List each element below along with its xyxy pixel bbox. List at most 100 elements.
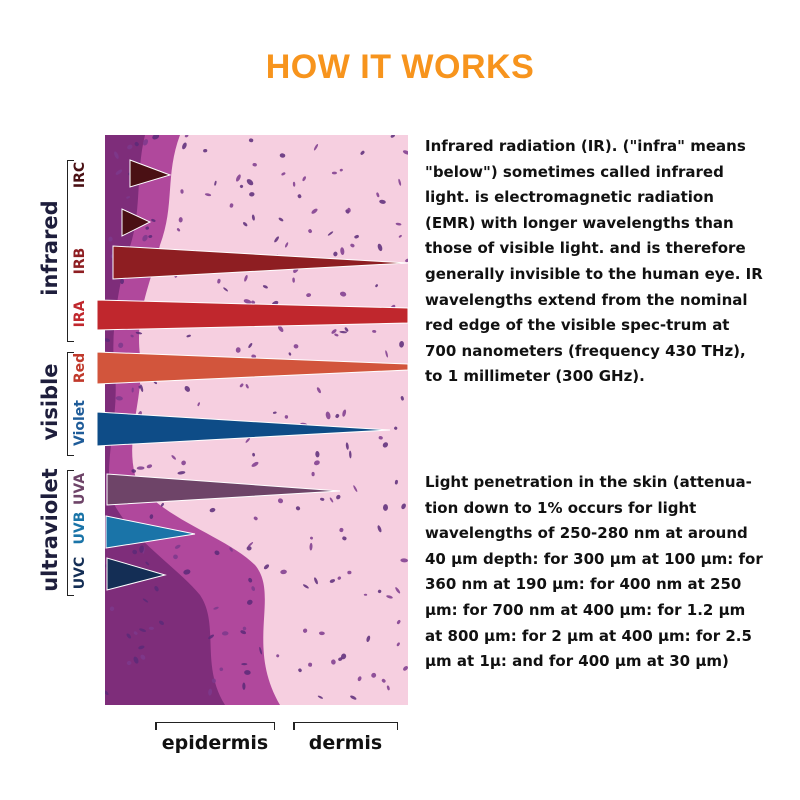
cell-nucleus (386, 595, 393, 599)
cell-nucleus (251, 461, 259, 467)
cell-nucleus (217, 278, 221, 284)
cell-nucleus (148, 626, 154, 630)
skin-tissue-image (105, 135, 408, 705)
cell-nucleus (126, 196, 130, 199)
cell-nucleus (241, 663, 248, 666)
cell-nucleus (197, 402, 200, 407)
group-label-infrared: infrared (38, 200, 62, 296)
cell-nucleus (105, 338, 111, 342)
cell-nucleus (263, 564, 270, 570)
cell-nucleus (248, 343, 253, 348)
cell-nucleus (245, 384, 249, 389)
infrared-bracket (67, 160, 74, 342)
cell-nucleus (398, 234, 402, 238)
band-label-ira: IRA (72, 300, 88, 328)
cell-nucleus (131, 387, 134, 393)
cell-nucleus (280, 569, 287, 575)
cell-nucleus (186, 334, 191, 338)
cell-nucleus (139, 628, 147, 632)
cell-nucleus (209, 507, 216, 513)
cell-nucleus (248, 577, 253, 583)
cell-nucleus (347, 570, 352, 575)
cell-nucleus (115, 169, 123, 175)
group-label-visible: visible (38, 363, 62, 441)
cell-nucleus (310, 536, 313, 540)
cell-nucleus (182, 142, 187, 150)
cell-nucleus (211, 678, 216, 684)
band-label-irc: IRC (72, 161, 88, 189)
cell-nucleus (223, 287, 228, 292)
cell-nucleus (331, 171, 337, 175)
cell-nucleus (375, 284, 378, 288)
dermis-label: dermis (308, 732, 383, 754)
cell-nucleus (242, 682, 246, 690)
cell-nucleus (239, 184, 244, 188)
cell-nucleus (105, 690, 109, 696)
cell-nucleus (151, 218, 156, 222)
cell-nucleus (229, 547, 233, 552)
cell-nucleus (394, 479, 398, 485)
cell-nucleus (173, 554, 178, 560)
cell-nucleus (229, 203, 234, 208)
cell-nucleus (390, 135, 395, 138)
cell-nucleus (203, 148, 208, 153)
cell-nucleus (181, 460, 186, 466)
cell-nucleus (184, 385, 191, 392)
cell-nucleus (183, 569, 191, 575)
visible-bracket (67, 352, 74, 456)
cell-nucleus (152, 135, 160, 140)
cell-nucleus (247, 542, 254, 547)
cell-nucleus (298, 668, 302, 673)
cell-nucleus (339, 168, 343, 172)
cell-nucleus (313, 143, 319, 151)
cell-nucleus (402, 150, 408, 155)
cell-nucleus (302, 628, 308, 633)
cell-nucleus (132, 549, 138, 555)
cell-nucleus (339, 527, 344, 533)
cell-nucleus (399, 341, 405, 348)
cell-nucleus (395, 222, 402, 226)
cell-nucleus (146, 464, 153, 469)
cell-nucleus (313, 460, 320, 466)
cell-nucleus (208, 688, 213, 696)
cell-nucleus (331, 659, 336, 665)
cell-nucleus (338, 657, 343, 661)
cell-nucleus (184, 135, 189, 138)
cell-nucleus (295, 506, 301, 511)
cell-nucleus (246, 179, 254, 186)
cell-nucleus (134, 142, 139, 147)
cell-nucleus (251, 214, 255, 221)
cell-nucleus (339, 330, 347, 334)
cell-nucleus (140, 654, 146, 660)
cell-nucleus (252, 452, 256, 457)
cell-nucleus (381, 678, 386, 683)
cell-nucleus (342, 536, 347, 541)
band-label-uvc: UVC (72, 556, 88, 590)
cell-nucleus (114, 151, 119, 159)
cell-nucleus (138, 645, 145, 650)
cell-nucleus (213, 606, 219, 610)
cell-nucleus (297, 194, 302, 199)
band-label-irb: IRB (72, 247, 88, 275)
cell-nucleus (377, 589, 382, 594)
cell-nucleus (308, 229, 312, 234)
cell-nucleus (131, 469, 136, 473)
cell-nucleus (138, 385, 141, 389)
cell-nucleus (130, 334, 134, 338)
cell-nucleus (347, 207, 351, 213)
cell-nucleus (395, 587, 401, 594)
cell-nucleus (242, 626, 247, 631)
cell-nucleus (262, 285, 268, 289)
cell-nucleus (246, 599, 253, 605)
ultraviolet-bracket (67, 470, 74, 596)
cell-nucleus (276, 654, 280, 658)
cell-nucleus (120, 278, 125, 285)
cell-nucleus (315, 451, 320, 458)
penetration-description: Light penetration in the skin (attenua-t… (425, 473, 763, 671)
cell-nucleus (274, 236, 280, 243)
cell-nucleus (278, 217, 284, 222)
cell-nucleus (279, 153, 286, 158)
cell-nucleus (371, 672, 377, 678)
cell-nucleus (126, 660, 132, 666)
cell-nucleus (396, 642, 400, 647)
